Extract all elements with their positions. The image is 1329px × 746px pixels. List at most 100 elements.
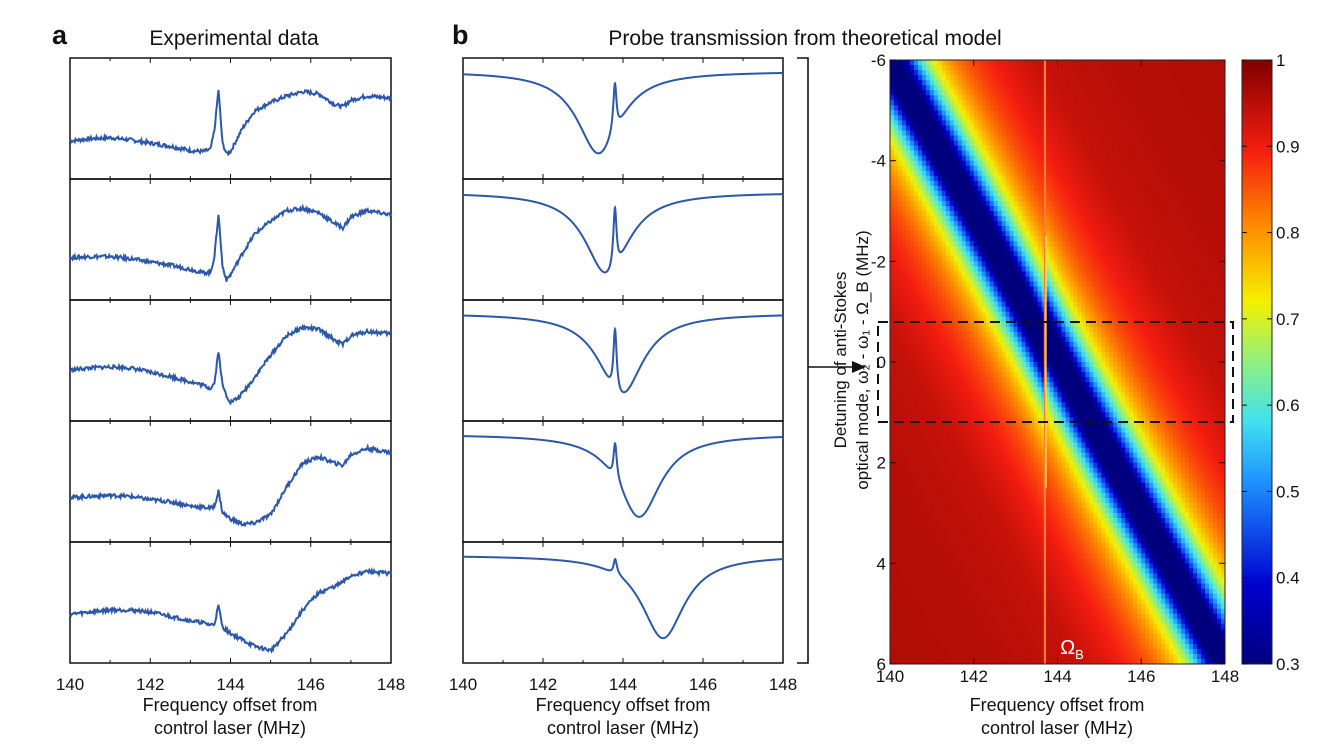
- heatmap-cell: [929, 200, 935, 207]
- heatmap-cell: [985, 573, 991, 580]
- heatmap-cell: [993, 170, 999, 177]
- heatmap-cell: [1033, 628, 1039, 635]
- heatmap-cell: [897, 271, 903, 278]
- heatmap-cell: [981, 80, 987, 86]
- heatmap-cell: [969, 387, 975, 393]
- heatmap-cell: [981, 351, 987, 358]
- heatmap-cell: [997, 120, 1003, 127]
- heatmap-cell: [1017, 407, 1023, 413]
- heatmap-cell: [917, 548, 923, 554]
- heatmap-cell: [1001, 588, 1007, 595]
- heatmap-cell: [961, 246, 967, 252]
- heatmap-cell: [949, 160, 955, 167]
- heatmap-cell: [937, 326, 943, 333]
- heatmap-cell: [905, 392, 911, 398]
- heatmap-cell: [921, 477, 927, 484]
- heatmap-cell: [909, 145, 915, 152]
- heatmap-cell: [901, 377, 907, 383]
- heatmap-cell: [993, 603, 999, 610]
- heatmap-cell: [905, 563, 911, 569]
- heatmap-cell: [1021, 618, 1027, 625]
- heatmap-cell: [890, 543, 895, 549]
- heatmap-cell: [917, 447, 923, 454]
- heatmap-cell: [1037, 296, 1043, 303]
- heatmap-cell: [925, 548, 931, 554]
- heatmap-cell: [1045, 382, 1051, 388]
- heatmap-cell: [913, 105, 919, 111]
- heatmap-cell: [1021, 175, 1027, 182]
- heatmap-cell: [989, 296, 995, 303]
- heatmap-cell: [1017, 628, 1023, 635]
- heatmap-cell: [1037, 346, 1043, 353]
- heatmap-cell: [989, 608, 995, 615]
- heatmap-cell: [909, 346, 915, 353]
- heatmap-cell: [1037, 568, 1043, 574]
- heatmap-cell: [929, 75, 935, 81]
- heatmap-cell: [1021, 281, 1027, 288]
- heatmap-cell: [933, 417, 939, 423]
- heatmap-cell: [937, 638, 943, 645]
- heatmap-cell: [933, 70, 939, 76]
- heatmap-cell: [957, 452, 963, 459]
- heatmap-cell: [969, 165, 975, 172]
- heatmap-cell: [1045, 316, 1051, 323]
- heatmap-cell: [937, 397, 943, 403]
- heatmap-cell: [953, 548, 959, 554]
- heatmap-cell: [969, 362, 975, 368]
- heatmap-cell: [993, 653, 999, 660]
- heatmap-cell: [929, 392, 935, 398]
- heatmap-cell: [985, 367, 991, 373]
- heatmap-cell: [890, 160, 895, 167]
- heatmap-cell: [977, 513, 983, 519]
- heatmap-cell: [1005, 296, 1011, 303]
- heatmap-cell: [929, 331, 935, 338]
- heatmap-cell: [961, 593, 967, 600]
- heatmap-cell: [949, 497, 955, 504]
- heatmap-cell: [989, 100, 995, 106]
- heatmap-cell: [909, 65, 915, 71]
- heatmap-cell: [973, 125, 979, 132]
- heatmap-cell: [901, 125, 907, 132]
- heatmap-cell: [893, 437, 899, 444]
- heatmap-cell: [1001, 316, 1007, 323]
- heatmap-cell: [993, 266, 999, 272]
- heatmap-cell: [949, 211, 955, 217]
- heatmap-cell: [913, 306, 919, 313]
- heatmap-cell: [1021, 291, 1027, 298]
- heatmap-cell: [945, 638, 951, 645]
- heatmap-cell: [905, 588, 911, 595]
- heatmap-cell: [1021, 653, 1027, 660]
- heatmap-cell: [897, 170, 903, 177]
- heatmap-cell: [957, 115, 963, 121]
- heatmap-cell: [905, 477, 911, 484]
- heatmap-cell: [989, 412, 995, 418]
- heatmap-cell: [977, 135, 983, 142]
- heatmap-cell: [949, 221, 955, 227]
- heatmap-cell: [901, 321, 907, 328]
- heatmap-cell: [993, 226, 999, 232]
- heatmap-cell: [1013, 271, 1019, 278]
- heatmap-cell: [1045, 276, 1051, 283]
- heatmap-cell: [1021, 608, 1027, 615]
- heatmap-cell: [941, 603, 947, 610]
- heatmap-cell: [1029, 85, 1035, 91]
- heatmap-cell: [977, 533, 983, 539]
- heatmap-cell: [973, 140, 979, 147]
- heatmap-cell: [945, 502, 951, 509]
- heatmap-cell: [985, 271, 991, 278]
- heatmap-cell: [985, 548, 991, 554]
- heatmap-cell: [1033, 593, 1039, 600]
- heatmap-cell: [917, 608, 923, 615]
- heatmap-cell: [961, 392, 967, 398]
- heatmap-cell: [993, 523, 999, 529]
- heatmap-cell: [1025, 291, 1031, 298]
- heatmap-cell: [961, 472, 967, 479]
- heatmap-cell: [953, 115, 959, 121]
- heatmap-cell: [890, 125, 895, 132]
- heatmap-cell: [909, 155, 915, 162]
- heatmap-cell: [905, 216, 911, 222]
- heatmap-cell: [953, 643, 959, 650]
- heatmap-cell: [933, 160, 939, 167]
- heatmap-cell: [989, 427, 995, 434]
- heatmap-cell: [921, 578, 927, 585]
